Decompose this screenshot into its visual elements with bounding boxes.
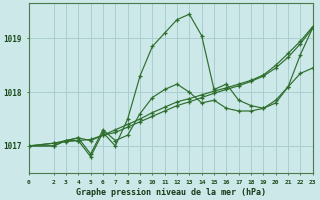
X-axis label: Graphe pression niveau de la mer (hPa): Graphe pression niveau de la mer (hPa) [76, 188, 266, 197]
